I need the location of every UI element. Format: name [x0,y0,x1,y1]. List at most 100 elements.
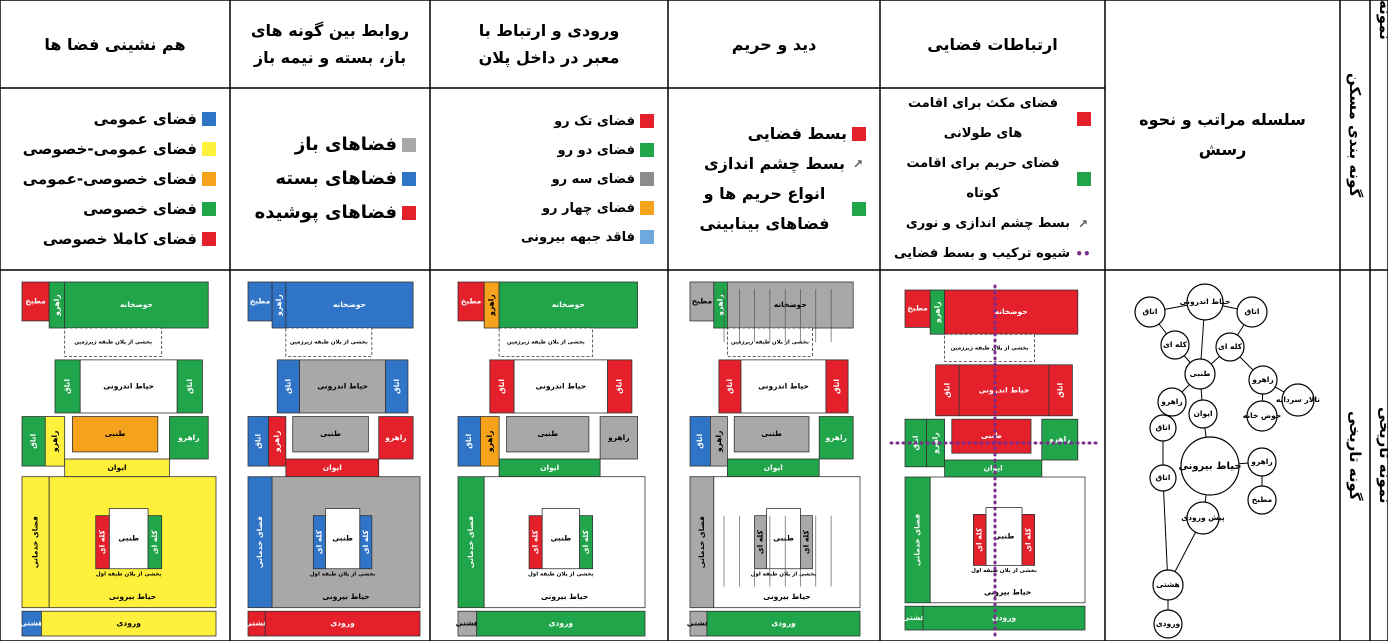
plan-room-label: حیاط اندرونی [535,381,586,390]
legend-text: فضاهای باز [295,128,397,162]
legend-text: فضای عمومی-خصوصی [23,134,197,164]
plan-room-label: فضای خدماتی [31,516,40,568]
graph-node-label: راهرو [1160,397,1182,406]
plan-room-label: راهرو [274,294,283,316]
legend-item: فضای خصوصی [83,194,216,224]
legend-item: فضای چهار رو [542,194,654,223]
legend-icon: ↗ [850,149,866,179]
legend-swatch [852,202,866,216]
plan-room-label: راهرو [607,433,629,442]
plan-room-label: راهرو [824,433,846,442]
graph-node-label: هشتی [1156,580,1179,589]
plan-room-label: ایوان [108,463,127,472]
plan-room-label: راهرو [714,431,723,453]
header-cell: ارتباطات فضایی [880,0,1105,88]
graph-edge [1163,478,1168,585]
legend-text: فضای دو رو [558,136,636,165]
legend-item: ↗بسط چشم اندازی [704,149,866,179]
plan-room-label: ورودی [330,619,355,628]
plan-room-label: طنبی [105,429,126,438]
header-cell: هم نشینی فضا ها [0,0,230,88]
legend-cell: فضای مکث برای اقامت های طولانیفضای حریم … [880,88,1105,270]
graph-node-label: حوض خانه [1243,411,1281,420]
legend-swatch [402,206,416,220]
plan-room-label: کله ای [150,530,159,555]
legend-text: فضاهای بسته [275,162,397,196]
plan-room-label: اتاق [615,379,624,394]
plan-room-label: حوضخانه [120,300,153,309]
legend-swatch [1077,112,1091,126]
graph-node-label: راهرو [1251,375,1273,384]
plan-room-label: اتاق [283,379,292,394]
side-label-text: گونه بندی مسکن [1346,73,1364,197]
legend-text: انواع حریم ها و فضاهای بینابینی [682,179,847,239]
plan-room-label: بخشی از پلان طبقه زیرزمین [74,340,152,346]
plan-room-label: حیاط اندرونی [758,381,809,390]
plan-room-label: راهرو [52,294,61,316]
graph-node-label: راهرو [1250,457,1272,466]
legend-text: فضای چهار رو [542,194,635,223]
legend-cell: فضاهای بازفضاهای بستهفضاهای پوشیده [230,88,430,270]
legend-text: بسط چشم اندازی [704,149,845,179]
plan-room-label: کله ای [314,530,323,555]
legend-item: فضای تک رو [554,107,654,136]
plan-room-label: ایوان [540,463,559,472]
legend-icon: •• [1075,239,1091,269]
plan-room-label: مطبخ [461,296,482,305]
plan-room-label: کله ای [801,530,810,555]
plan-room-label: اتاق [185,379,194,394]
plan-room-label: حیاط بیرونی [109,592,156,601]
plan-room-label: حیاط اندرونی [979,385,1030,394]
legend-text: فضای کاملا خصوصی [43,224,197,254]
legend-swatch [640,201,654,215]
plan-room-label: حوضخانه [552,300,585,309]
legend-cell: فضای عمومیفضای عمومی-خصوصیفضای خصوصی-عمو… [0,88,230,270]
header-line: روابط بین گونه های [251,17,409,44]
plan-room-label: فضای خدماتی [255,516,264,568]
plan-room-label: ورودی [117,619,142,628]
graph-node-label: طنبی [1190,369,1211,378]
side-label: گونه تاریخی [1340,270,1370,641]
plan-room-label: ایوان [323,463,342,472]
plan-room-label: طنبی [994,532,1015,541]
plan-room-label: راهرو [384,433,406,442]
legend-text: فضای عمومی [94,104,197,134]
legend-item: بسط فضایی [748,119,866,149]
legend-item: فضای عمومی-خصوصی [23,134,216,164]
plan-room-label: کله ای [581,530,590,555]
graph-node-label: اتاق [1156,423,1171,432]
legend-item: فضاهای پوشیده [255,196,416,230]
plan-room-label: راهرو [932,301,941,323]
legend-text: فاقد جبهه بیرونی [521,223,635,252]
plan-room-label: بخشی از پلان طبقه اول [528,572,594,578]
plan-room-label: طنبی [118,534,139,543]
plan-room-label: راهرو [50,431,59,453]
plan-room-label: اتاق [725,379,734,394]
header-line: ارتباطات فضایی [927,31,1057,58]
plan-room-label: بخشی از پلان طبقه زیرزمین [290,340,368,346]
plan-room-label: هشتی [902,613,925,622]
legend-item: فضای کاملا خصوصی [43,224,216,254]
side-label-text: گونه تاریخی [1346,411,1364,501]
legend-item: فضای سه رو [552,165,654,194]
graph-node-label: اتاق [1143,307,1158,316]
legend-swatch [202,172,216,186]
legend-item: فضاهای بسته [275,162,416,196]
plan-room-label: کله ای [98,530,107,555]
plan-room-label: کله ای [975,527,984,552]
plan-room-label: حوضخانه [333,300,366,309]
plan-room-label: حوضخانه [995,307,1028,316]
plan-room-label: راهرو [177,433,199,442]
plan-room-label: اتاق [695,434,704,449]
plan-room-label: حیاط بیرونی [763,592,810,601]
plan-room-label: فضای خدماتی [697,516,706,568]
legend-item: فضای حریم برای اقامت کوتاه [894,149,1091,209]
edge-label-text: نمونه [1376,0,1388,40]
graph-node-label: اتاق [1156,473,1171,482]
edge-label-text: نمونه تاریخی [1376,407,1388,504]
legend-text: فضای سه رو [552,165,635,194]
plan-room-label: اتاق [392,379,401,394]
legend-item: ••شیوه ترکیب و بسط فضایی [894,239,1091,269]
plan-room-label: بخشی از پلان طبقه اول [751,572,817,578]
plan-room-label: حیاط اندرونی [317,381,368,390]
